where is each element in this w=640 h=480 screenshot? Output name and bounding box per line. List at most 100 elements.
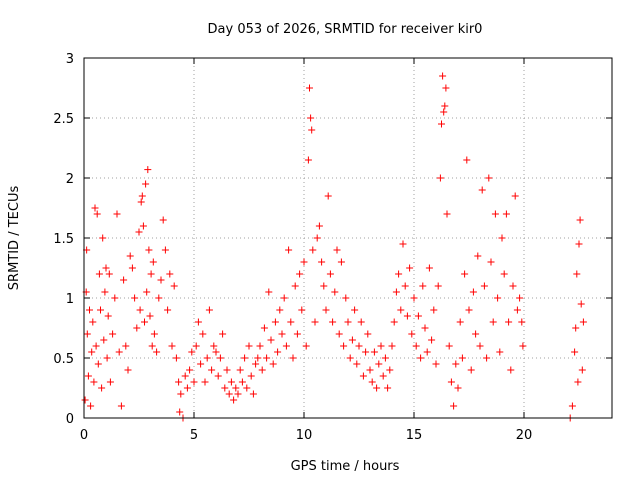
data-point <box>485 174 493 182</box>
x-tick-label: 5 <box>190 428 198 443</box>
data-point <box>568 402 576 410</box>
data-point <box>487 258 495 266</box>
data-point <box>296 270 304 278</box>
y-tick-label: 3 <box>66 52 74 67</box>
data-point <box>494 294 502 302</box>
data-point <box>311 318 319 326</box>
data-point <box>111 294 119 302</box>
data-point <box>177 390 185 398</box>
data-point <box>175 378 183 386</box>
data-point <box>309 246 317 254</box>
data-point <box>442 84 450 92</box>
data-point <box>395 270 403 278</box>
data-point <box>95 270 103 278</box>
data-point <box>93 210 101 218</box>
data-point <box>252 360 260 368</box>
data-point <box>212 348 220 356</box>
data-point <box>575 240 583 248</box>
data-point <box>103 354 111 362</box>
data-point <box>458 354 466 362</box>
data-point <box>183 384 191 392</box>
y-tick-label: 0 <box>66 412 74 427</box>
data-point <box>381 354 389 362</box>
data-point <box>573 270 581 278</box>
data-point <box>230 396 238 404</box>
data-point <box>282 342 290 350</box>
y-axis-title: SRMTID / TECUs <box>7 186 22 291</box>
data-point <box>351 306 359 314</box>
data-point <box>342 294 350 302</box>
data-point <box>454 384 462 392</box>
data-point <box>100 336 108 344</box>
data-point <box>357 318 365 326</box>
data-point <box>197 360 205 368</box>
data-point <box>574 378 582 386</box>
data-point <box>278 330 286 338</box>
data-point <box>216 354 224 362</box>
data-point <box>113 210 121 218</box>
data-point <box>176 408 184 416</box>
data-point <box>245 342 253 350</box>
x-tick-label: 15 <box>406 428 423 443</box>
x-axis-title: GPS time / hours <box>291 459 400 474</box>
data-point <box>84 372 92 380</box>
data-point <box>170 282 178 290</box>
data-point <box>265 288 273 296</box>
data-point <box>238 378 246 386</box>
data-point <box>513 306 521 314</box>
data-point <box>145 246 153 254</box>
data-point <box>340 342 348 350</box>
data-point <box>320 282 328 290</box>
data-point <box>120 276 128 284</box>
data-point <box>478 186 486 194</box>
data-point <box>192 342 200 350</box>
data-point <box>379 372 387 380</box>
data-point <box>324 192 332 200</box>
data-point <box>157 276 165 284</box>
data-point <box>144 166 152 174</box>
data-point <box>577 300 585 308</box>
data-point <box>128 264 136 272</box>
data-point <box>88 348 96 356</box>
data-point <box>329 318 337 326</box>
data-point <box>388 342 396 350</box>
data-point <box>234 390 242 398</box>
data-point <box>505 318 513 326</box>
data-point <box>307 114 315 122</box>
data-point <box>472 330 480 338</box>
data-point <box>256 342 264 350</box>
y-tick-label: 0.5 <box>53 352 74 367</box>
data-point <box>509 282 517 290</box>
data-point <box>370 348 378 356</box>
x-tick-label: 0 <box>80 428 88 443</box>
data-point <box>353 360 361 368</box>
data-points <box>81 72 587 422</box>
data-point <box>465 306 473 314</box>
data-point <box>90 378 98 386</box>
data-point <box>375 360 383 368</box>
data-point <box>247 372 255 380</box>
data-point <box>98 384 106 392</box>
y-tick-label: 2.5 <box>53 112 74 127</box>
data-point <box>337 258 345 266</box>
data-point <box>87 402 95 410</box>
data-point <box>322 306 330 314</box>
data-point <box>480 282 488 290</box>
data-point <box>267 336 275 344</box>
data-point <box>476 342 484 350</box>
data-point <box>579 318 587 326</box>
data-point <box>143 288 151 296</box>
data-point <box>135 228 143 236</box>
data-point <box>223 366 231 374</box>
data-point <box>392 288 400 296</box>
data-point <box>181 372 189 380</box>
data-point <box>306 84 313 92</box>
data-point <box>153 348 161 356</box>
data-point <box>263 354 271 362</box>
data-point <box>150 330 158 338</box>
data-point <box>441 102 449 110</box>
x-tick-label: 10 <box>296 428 313 443</box>
data-point <box>406 264 414 272</box>
data-point <box>519 342 527 350</box>
data-point <box>355 342 363 350</box>
